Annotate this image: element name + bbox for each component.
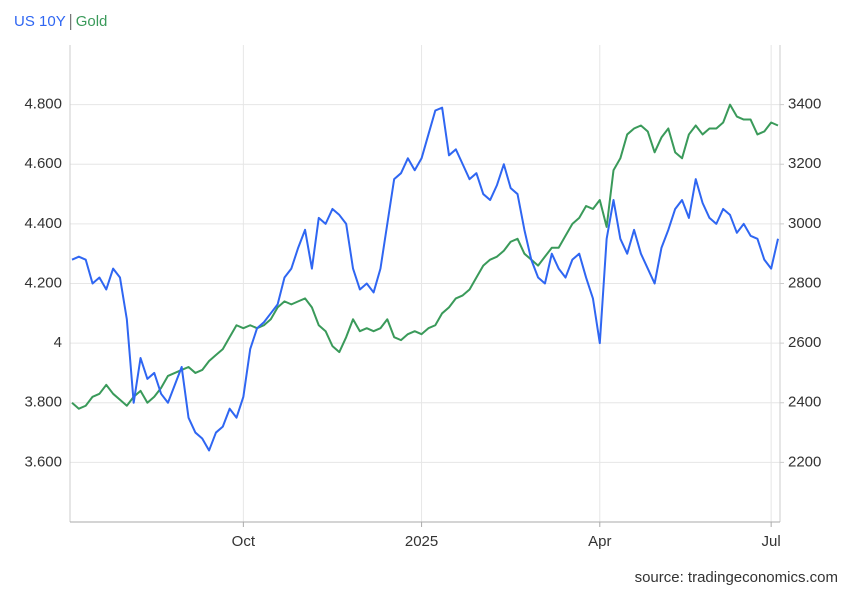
y-tick-label: 4.600 [24, 155, 62, 172]
legend-entry: Gold [76, 13, 108, 30]
y-tick-label: 4 [54, 334, 62, 351]
y-tick-label: 4.200 [24, 274, 62, 291]
y2-tick-label: 2400 [788, 394, 821, 411]
y2-tick-label: 3400 [788, 96, 821, 113]
x-tick-label: 2025 [405, 533, 438, 550]
y-tick-label: 4.800 [24, 96, 62, 113]
source: source: tradingeconomics.com [635, 569, 838, 586]
series-line [71, 103, 779, 410]
x-tick-label: Jul [762, 533, 781, 550]
y2-tick-label: 2200 [788, 453, 821, 470]
y2-tick-label: 3000 [788, 215, 821, 232]
x-tick-label: Oct [232, 533, 256, 550]
y2-tick-label: 2600 [788, 334, 821, 351]
series-line [71, 106, 779, 452]
y-tick-label: 3.800 [24, 394, 62, 411]
y-tick-label: 3.600 [24, 453, 62, 470]
y-tick-label: 4.400 [24, 215, 62, 232]
y2-tick-label: 2800 [788, 274, 821, 291]
y2-tick-label: 3200 [788, 155, 821, 172]
x-tick-label: Apr [588, 533, 611, 550]
legend-entry: US 10Y [14, 13, 66, 30]
